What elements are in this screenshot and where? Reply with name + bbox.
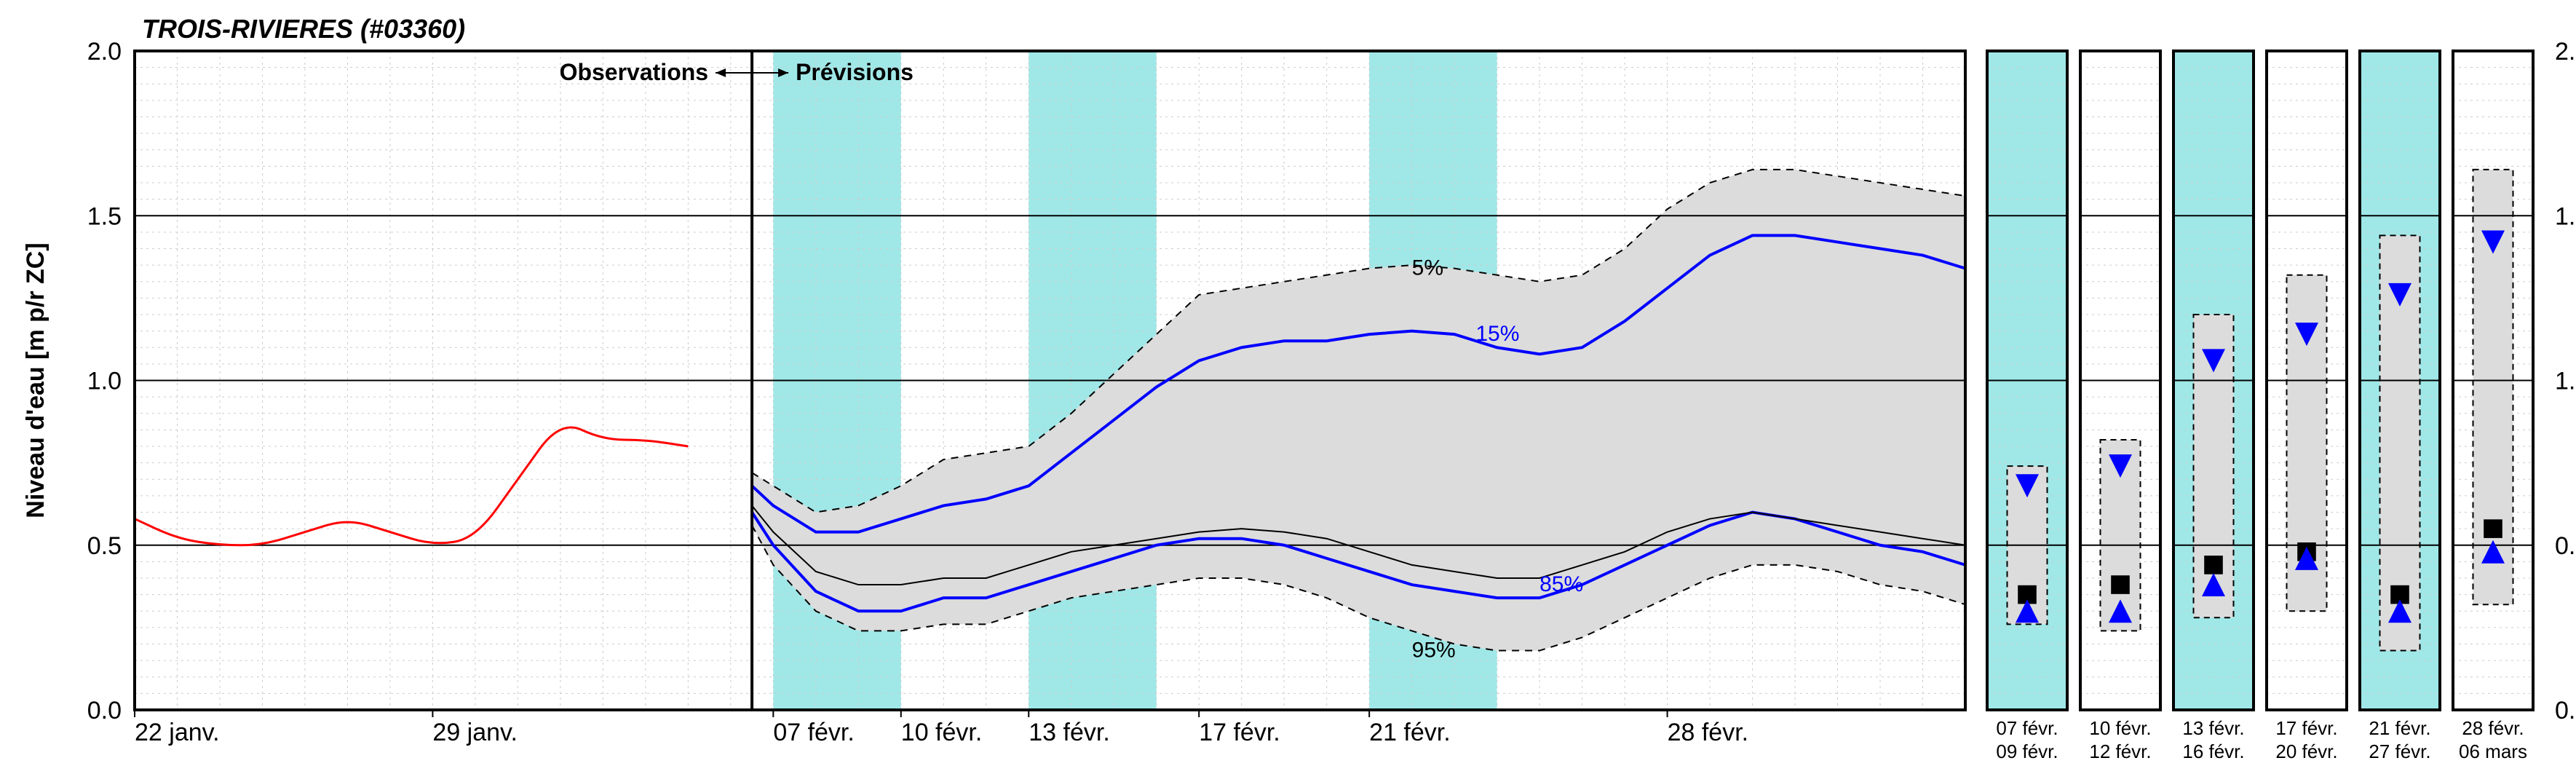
water-level-forecast-chart: 5% 15% 85% 95% Observations Prévisions TROIS-R…	[7, 7, 2576, 775]
svg-text:2.0: 2.0	[87, 38, 122, 66]
svg-text:12 févr.: 12 févr.	[2089, 740, 2151, 762]
svg-text:Observations: Observations	[560, 59, 709, 85]
svg-text:28 févr.: 28 févr.	[2462, 717, 2524, 739]
svg-text:Niveau d'eau [m p/r ZC]: Niveau d'eau [m p/r ZC]	[22, 242, 49, 518]
svg-text:06 mars: 06 mars	[2459, 740, 2527, 762]
svg-text:22 janv.: 22 janv.	[135, 719, 220, 746]
svg-text:0.0: 0.0	[87, 697, 122, 724]
svg-text:10 févr.: 10 févr.	[901, 719, 983, 746]
svg-text:16 févr.: 16 févr.	[2182, 740, 2244, 762]
svg-text:10 févr.: 10 févr.	[2089, 717, 2151, 739]
svg-text:07 févr.: 07 févr.	[773, 719, 855, 746]
svg-text:1.5: 1.5	[87, 202, 122, 230]
svg-text:20 févr.: 20 févr.	[2275, 740, 2337, 762]
svg-text:2.0: 2.0	[2555, 38, 2576, 66]
svg-text:13 févr.: 13 févr.	[1029, 719, 1110, 746]
svg-text:28 févr.: 28 févr.	[1668, 719, 1749, 746]
svg-text:0.5: 0.5	[87, 532, 122, 560]
svg-text:21 févr.: 21 févr.	[1369, 719, 1451, 746]
svg-text:85%: 85%	[1539, 572, 1583, 596]
svg-text:13 févr.: 13 févr.	[2182, 717, 2244, 739]
svg-text:29 janv.: 29 janv.	[432, 719, 518, 746]
svg-text:0.5: 0.5	[2555, 532, 2576, 560]
svg-text:07 févr.: 07 févr.	[1996, 717, 2058, 739]
svg-text:15%: 15%	[1475, 322, 1519, 346]
svg-text:21 févr.: 21 févr.	[2369, 717, 2430, 739]
svg-text:0.0: 0.0	[2555, 697, 2576, 724]
svg-text:27 févr.: 27 févr.	[2369, 740, 2430, 762]
svg-text:17 févr.: 17 févr.	[1199, 719, 1280, 746]
svg-text:1.0: 1.0	[87, 368, 122, 395]
svg-text:5%: 5%	[1412, 256, 1443, 280]
svg-text:1.5: 1.5	[2555, 202, 2576, 230]
svg-text:TROIS-RIVIERES (#03360): TROIS-RIVIERES (#03360)	[142, 14, 465, 44]
svg-text:17 févr.: 17 févr.	[2275, 717, 2337, 739]
svg-text:1.0: 1.0	[2555, 368, 2576, 395]
svg-text:09 févr.: 09 févr.	[1996, 740, 2058, 762]
svg-text:Prévisions: Prévisions	[796, 59, 914, 85]
svg-text:95%: 95%	[1412, 639, 1456, 663]
